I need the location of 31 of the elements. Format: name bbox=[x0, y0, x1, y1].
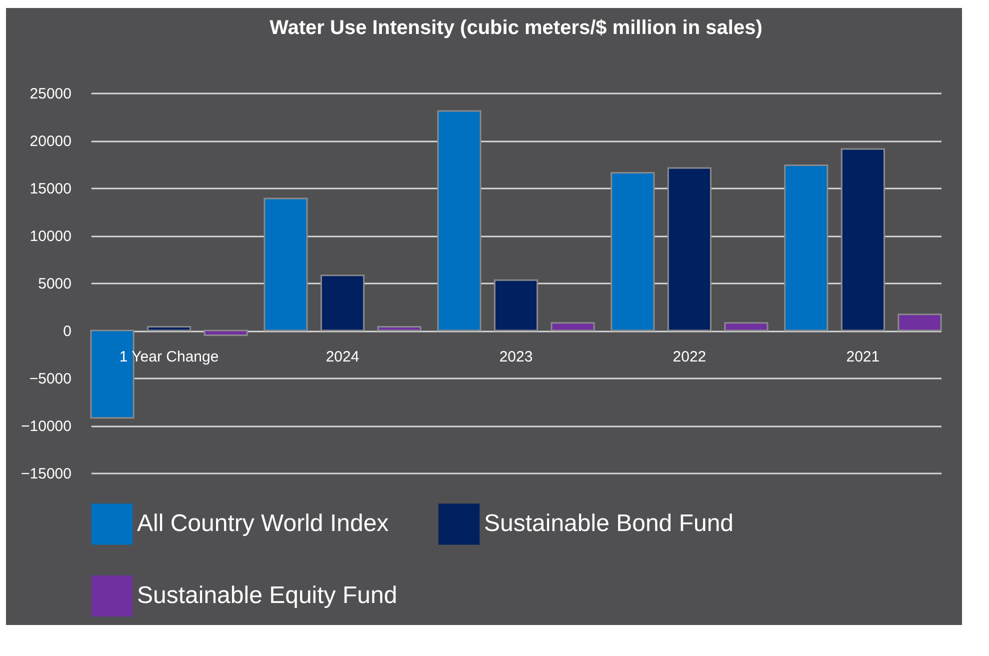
bar bbox=[204, 330, 248, 336]
bar bbox=[377, 326, 422, 332]
y-tick-label: −5000 bbox=[29, 370, 72, 388]
bar bbox=[840, 148, 885, 332]
bar bbox=[550, 322, 595, 332]
y-tick-label: −15000 bbox=[21, 466, 72, 482]
y-tick-label: 15000 bbox=[30, 180, 72, 198]
x-tick-label: 2023 bbox=[499, 348, 533, 366]
legend-label: Sustainable Bond Fund bbox=[484, 510, 734, 538]
bar bbox=[667, 167, 712, 332]
y-tick-label: 10000 bbox=[30, 228, 72, 245]
bar bbox=[898, 314, 942, 332]
y-tick-label: 25000 bbox=[30, 86, 72, 102]
x-tick-label: 2024 bbox=[326, 348, 360, 366]
y-tick-label: −10000 bbox=[21, 418, 72, 435]
bar bbox=[494, 279, 538, 332]
bar bbox=[784, 164, 828, 332]
legend-label: All Country World Index bbox=[137, 510, 389, 538]
bar bbox=[437, 110, 482, 332]
y-tick-label: 20000 bbox=[30, 133, 72, 150]
chart-title: Water Use Intensity (cubic meters/$ million in sales) bbox=[270, 17, 762, 39]
bar bbox=[147, 326, 192, 332]
x-tick-label: 2022 bbox=[672, 348, 706, 366]
x-tick-label: 2021 bbox=[846, 348, 880, 366]
bar bbox=[724, 322, 768, 332]
legend-label: Sustainable Equity Fund bbox=[137, 582, 398, 609]
bar bbox=[264, 198, 308, 332]
y-tick-label: 5000 bbox=[38, 276, 72, 292]
bar bbox=[320, 274, 365, 332]
bar bbox=[610, 172, 655, 332]
y-tick-label: 0 bbox=[63, 323, 72, 340]
